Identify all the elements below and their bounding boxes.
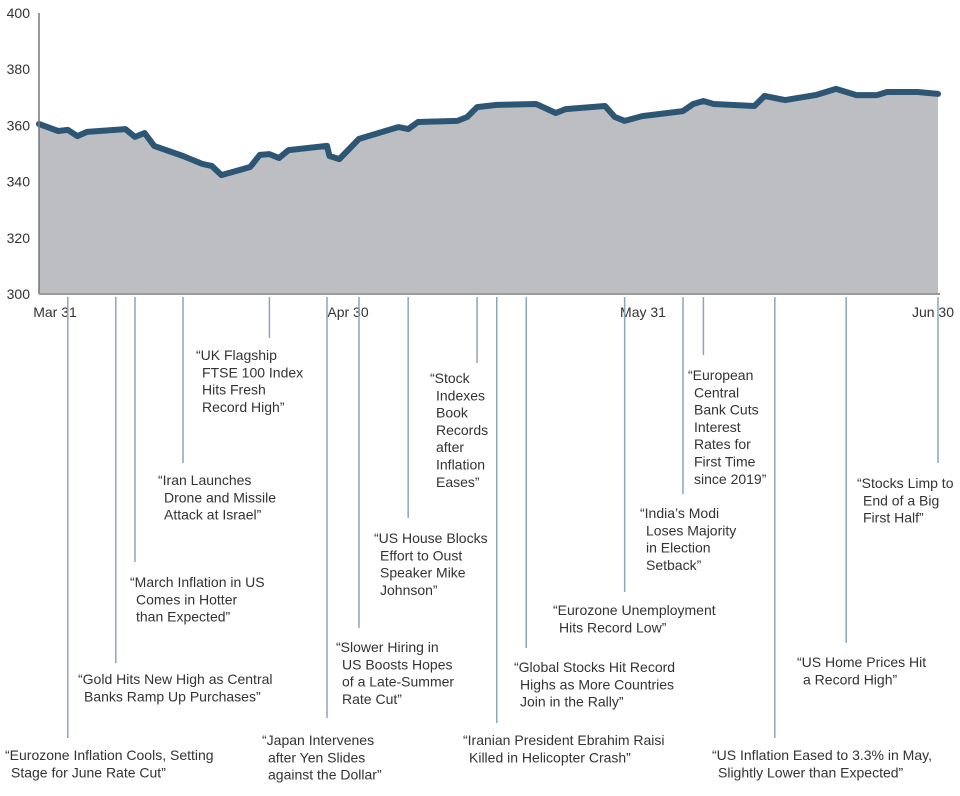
y-tick-label: 380: [7, 61, 31, 77]
annotation-text: “US Home Prices Hit: [797, 654, 926, 670]
area-fill: [39, 88, 938, 295]
annotation-text: Record High”: [202, 399, 285, 415]
annotation: “Eurozone Inflation Cools, SettingStage …: [5, 297, 214, 780]
annotation-text: Records: [436, 422, 488, 438]
annotation-text: in Election: [646, 540, 711, 556]
annotation-text: of a Late-Summer: [342, 674, 454, 690]
annotation-text: Comes in Hotter: [136, 591, 237, 607]
annotation-text: after: [436, 439, 464, 455]
annotation-text: “Eurozone Inflation Cools, Setting: [5, 747, 214, 763]
annotation-text: a Record High”: [803, 671, 897, 687]
annotation-text: Interest: [694, 419, 741, 435]
annotation-text: Hits Record Low”: [559, 619, 667, 635]
annotation-text: “Eurozone Unemployment: [553, 602, 716, 618]
annotation-text: after Yen Slides: [268, 749, 365, 765]
annotation-text: End of a Big: [863, 492, 939, 508]
annotation-text: since 2019”: [694, 471, 767, 487]
annotation-text: Indexes: [436, 387, 485, 403]
annotation-text: against the Dollar”: [268, 767, 382, 783]
y-tick-label: 320: [7, 230, 31, 246]
annotation-text: than Expected”: [136, 609, 231, 625]
y-tick-label: 340: [7, 174, 31, 190]
annotation-text: Rate Cut”: [342, 691, 402, 707]
annotation-text: “Slower Hiring in: [336, 639, 439, 655]
annotation-text: FTSE 100 Index: [202, 364, 303, 380]
axes: 300 320 340 360 380 400 Mar 31 Apr 30 May 31 Jun …: [7, 5, 955, 320]
annotation-text: First Time: [694, 454, 756, 470]
annotation-text: “Iran Launches: [158, 472, 251, 488]
annotation: “US Inflation Eased to 3.3% in May,Sligh…: [712, 297, 932, 780]
x-tick-label: Mar 31: [33, 304, 77, 320]
annotation-text: Highs as More Countries: [520, 676, 674, 692]
x-tick-label: Jun 30: [912, 304, 954, 320]
annotation-text: Effort to Oust: [380, 547, 462, 563]
annotation-text: Eases”: [436, 474, 480, 490]
annotation-text: “Global Stocks Hit Record: [514, 659, 675, 675]
annotation-text: “US House Blocks: [374, 530, 488, 546]
annotation-text: “Japan Intervenes: [262, 732, 374, 748]
annotation-text: “European: [688, 367, 753, 383]
x-tick-label: Apr 30: [327, 304, 368, 320]
annotation-text: “UK Flagship: [196, 347, 277, 363]
y-tick-label: 400: [7, 5, 31, 21]
annotation-text: “Stocks Limp to: [857, 475, 954, 491]
annotation-text: Attack at Israel”: [164, 507, 262, 523]
y-tick-label: 300: [7, 286, 31, 302]
annotation-text: US Boosts Hopes: [342, 656, 453, 672]
y-tick-label: 360: [7, 117, 31, 133]
annotation-text: “Gold Hits New High as Central: [78, 671, 273, 687]
annotation-text: “Stock: [430, 370, 471, 386]
annotation-text: Inflation: [436, 457, 485, 473]
annotation-text: Drone and Missile: [164, 489, 276, 505]
annotation-text: Join in the Rally”: [520, 694, 624, 710]
annotation-text: Johnson”: [380, 582, 438, 598]
x-tick-label: May 31: [620, 304, 666, 320]
series-line: [36, 85, 941, 179]
annotation-text: “US Inflation Eased to 3.3% in May,: [712, 747, 932, 763]
annotation-text: Bank Cuts: [694, 402, 759, 418]
annotation-text: Banks Ramp Up Purchases”: [84, 688, 261, 704]
annotation-text: “India’s Modi: [640, 505, 719, 521]
annotation-text: Speaker Mike: [380, 565, 466, 581]
annotation-text: Slightly Lower than Expected”: [718, 764, 904, 780]
annotation-text: Setback”: [646, 557, 702, 573]
annotation-text: Book: [436, 405, 469, 421]
annotation-text: Hits Fresh: [202, 382, 266, 398]
plot-area: [36, 85, 941, 295]
annotation-text: Rates for: [694, 436, 751, 452]
annotations: “Eurozone Inflation Cools, SettingStage …: [5, 297, 954, 783]
annotation-text: Stage for June Rate Cut”: [11, 764, 166, 780]
annotation-text: Killed in Helicopter Crash”: [469, 749, 631, 765]
annotation-text: Loses Majority: [646, 522, 736, 538]
annotation-text: First Half”: [863, 510, 924, 526]
annotation-text: “Iranian President Ebrahim Raisi: [463, 732, 665, 748]
annotation-text: “March Inflation in US: [130, 574, 265, 590]
annotation-text: Central: [694, 384, 739, 400]
